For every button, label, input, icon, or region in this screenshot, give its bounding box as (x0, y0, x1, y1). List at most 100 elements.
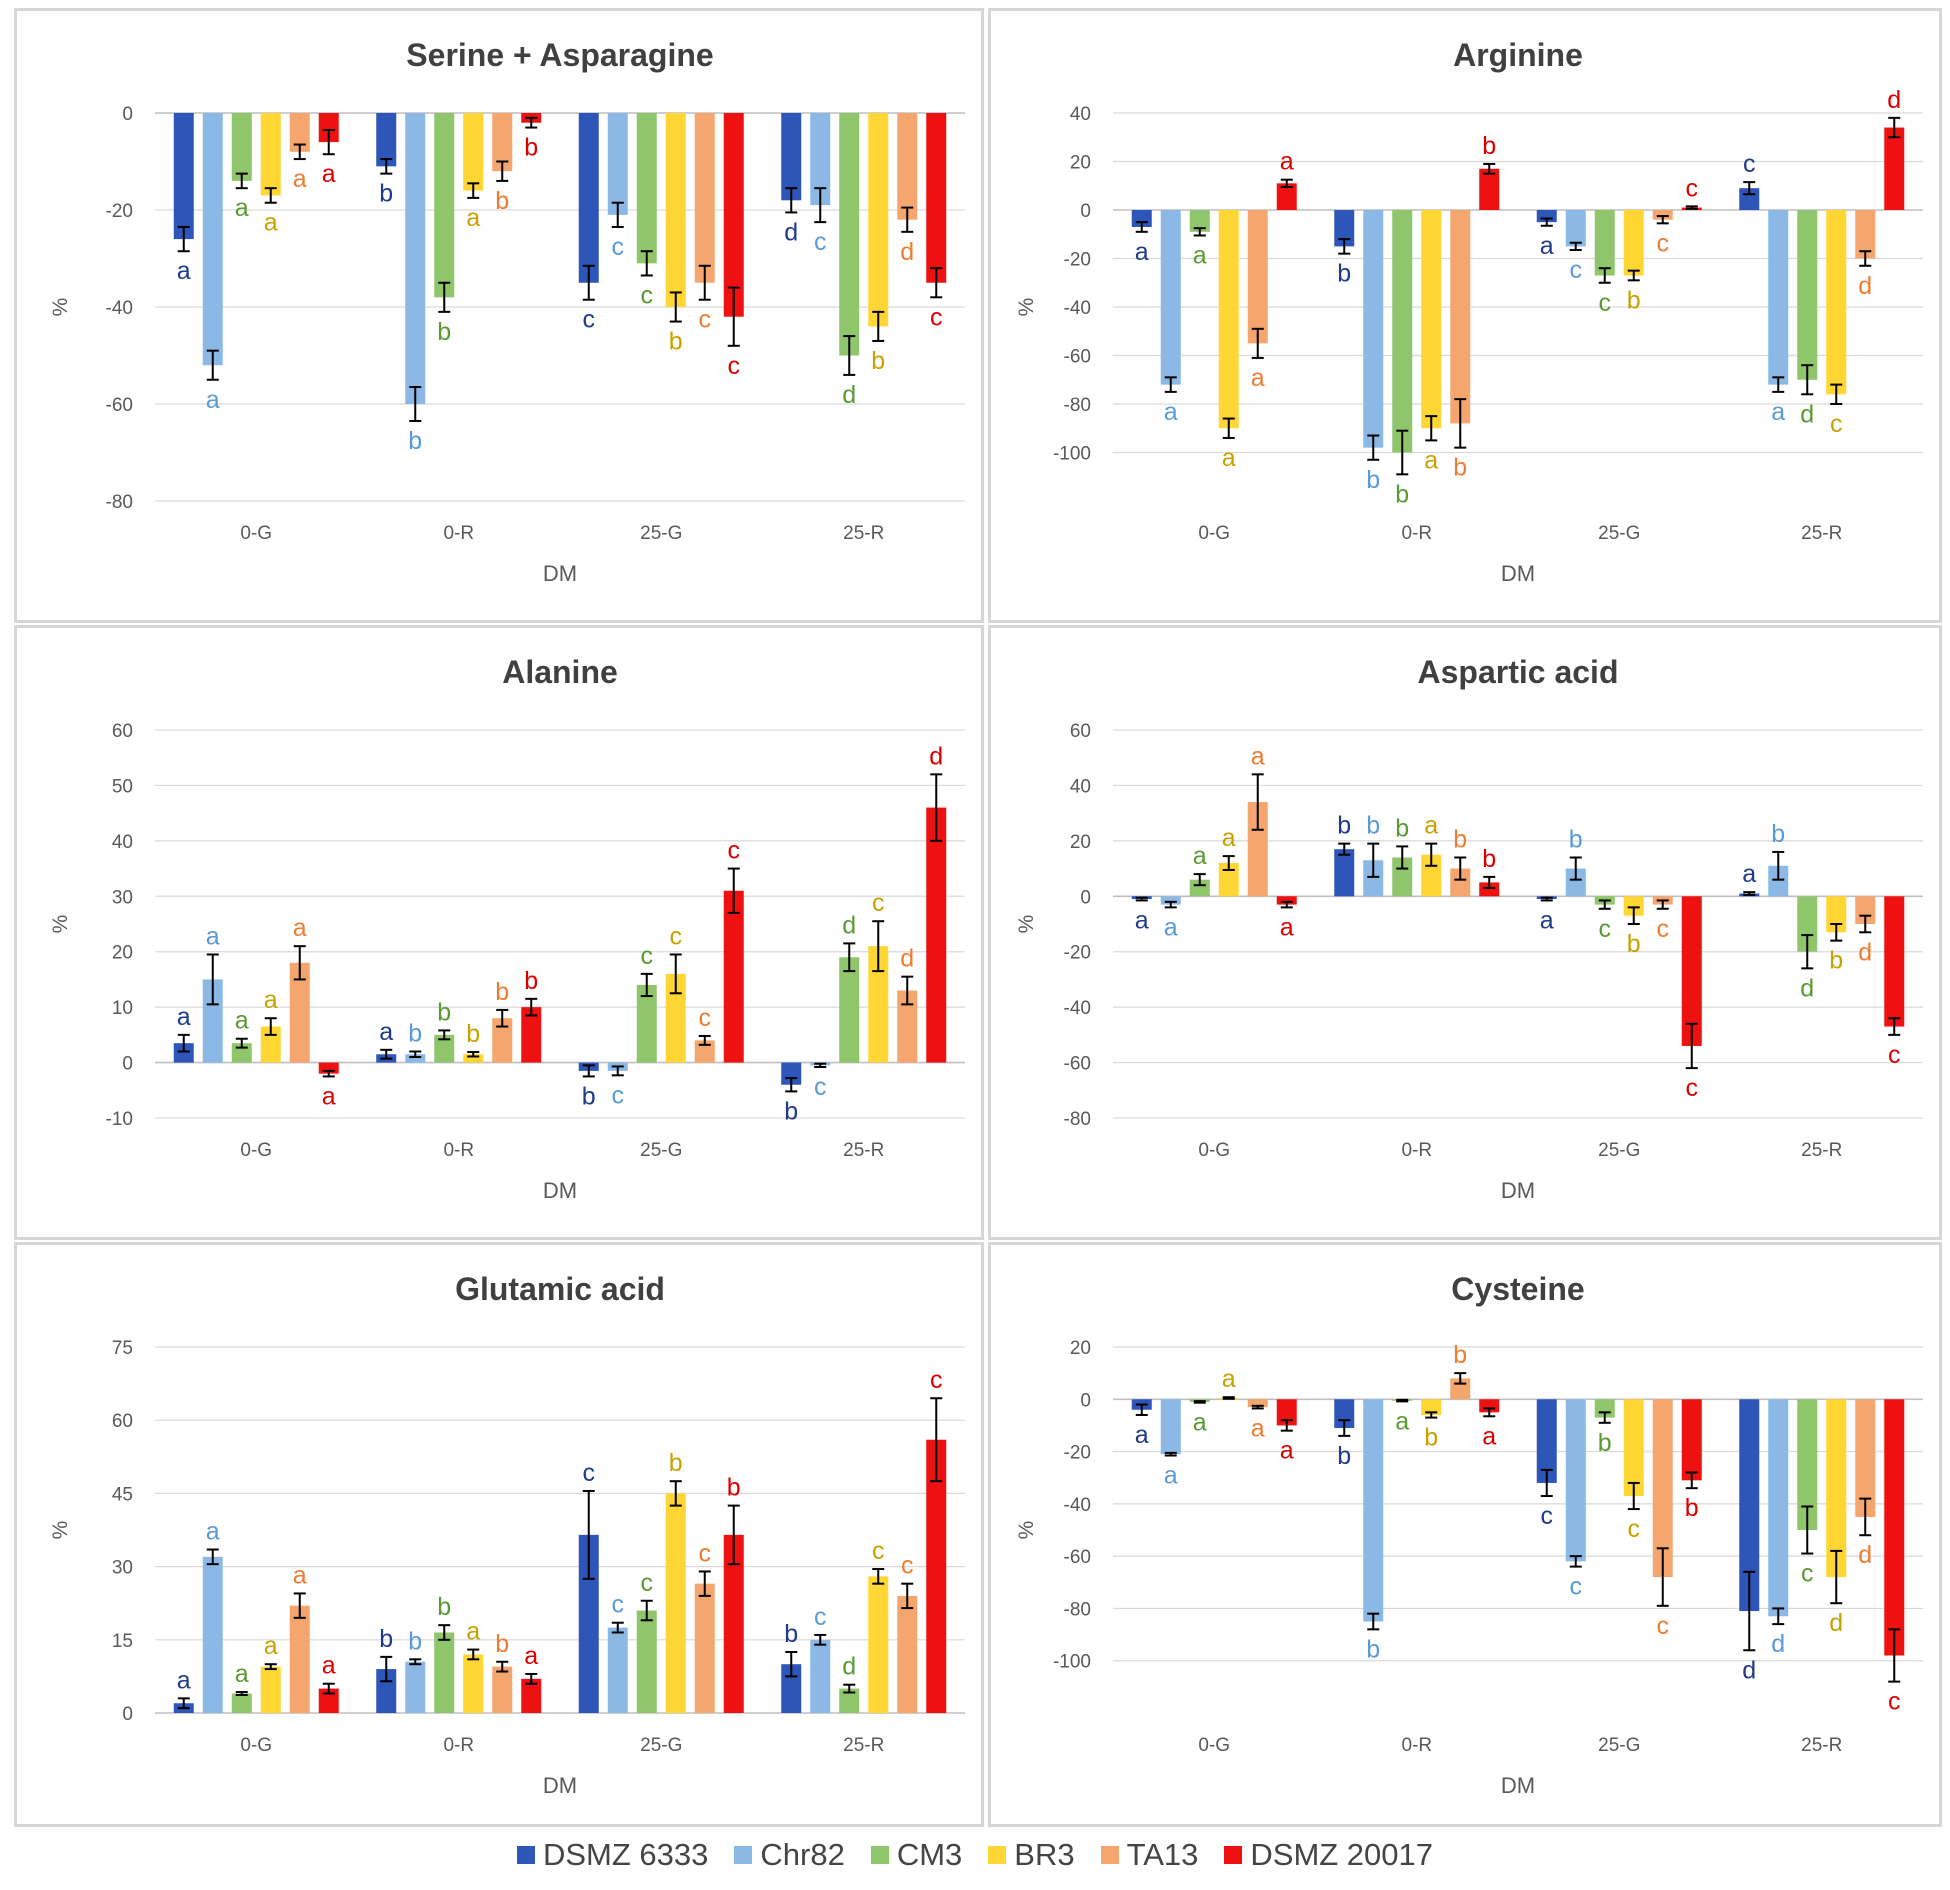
significance-letter: c (872, 889, 885, 917)
bar (723, 890, 744, 1063)
significance-letter: c (814, 228, 827, 256)
significance-letter: a (177, 1666, 191, 1694)
significance-letter: a (293, 914, 307, 942)
significance-letter: b (466, 1020, 480, 1048)
y-tick-label: 0 (1080, 887, 1091, 908)
x-axis-label: DM (543, 1773, 577, 1798)
significance-letter: a (235, 194, 249, 222)
y-tick-label: -40 (1064, 1495, 1091, 1516)
significance-letter: d (900, 945, 914, 973)
panel-cysteine: Cysteine 20 0 -20 -40 -60 -80 -100% 0-G a a a a a a 0-R… (988, 1242, 1942, 1827)
bar (318, 1688, 339, 1713)
chart-title: Arginine (1453, 37, 1583, 73)
bar (1160, 1399, 1181, 1455)
bar (810, 113, 831, 206)
bar (607, 113, 628, 215)
significance-letter: a (1280, 913, 1294, 941)
significance-letter: a (235, 1660, 249, 1688)
significance-letter: b (379, 180, 393, 208)
x-tick-label: 25-R (1801, 1735, 1842, 1756)
bar (492, 1666, 513, 1713)
bar (1652, 210, 1673, 220)
significance-letter: d (842, 911, 856, 939)
y-tick-label: 40 (1070, 104, 1091, 125)
chart-serine-asparagine: Serine + Asparagine0-20-40-60-80%0-Gaaaa… (49, 37, 965, 586)
bar (260, 1666, 281, 1713)
significance-letter: a (1135, 1421, 1149, 1449)
bar (173, 1043, 194, 1063)
significance-letter: a (1280, 148, 1294, 176)
significance-letter: b (727, 1474, 741, 1502)
y-tick-label: 40 (112, 832, 133, 853)
significance-letter: b (1366, 1635, 1380, 1663)
legend-item: DSMZ 6333 (516, 1837, 708, 1873)
bar (1855, 896, 1876, 924)
bar (781, 113, 802, 201)
y-axis-label: % (49, 1521, 72, 1540)
bar (897, 990, 918, 1063)
bar (1884, 1399, 1905, 1656)
significance-letter: a (1193, 842, 1207, 870)
significance-letter: a (1251, 364, 1265, 392)
x-tick-label: 0-R (443, 1140, 474, 1161)
y-tick-label: -20 (1064, 250, 1091, 271)
significance-letter: b (1453, 454, 1467, 482)
bar (781, 1062, 802, 1085)
significance-letter: c (612, 1591, 625, 1619)
y-tick-label: 60 (112, 1411, 133, 1432)
y-tick-label: -80 (1064, 1109, 1091, 1130)
significance-letter: c (728, 837, 741, 865)
y-tick-label: -80 (1064, 395, 1091, 416)
y-tick-label: 50 (112, 776, 133, 797)
bar (521, 1678, 542, 1713)
significance-letter: d (784, 218, 798, 246)
bar (1884, 896, 1905, 1027)
significance-letter: a (206, 1518, 220, 1546)
significance-letter: b (1453, 1341, 1467, 1369)
bar (1392, 210, 1413, 453)
y-tick-label: 20 (1070, 832, 1091, 853)
legend-item: Chr82 (734, 1837, 845, 1873)
significance-letter: b (524, 134, 538, 162)
significance-letter: b (495, 978, 509, 1006)
y-tick-label: -60 (1064, 1054, 1091, 1075)
significance-letter: c (1801, 1560, 1814, 1588)
significance-letter: b (1627, 286, 1641, 314)
significance-letter: a (206, 922, 220, 950)
significance-letter: d (1771, 1630, 1785, 1658)
significance-letter: b (408, 1019, 422, 1047)
significance-letter: a (466, 1618, 480, 1646)
bar (1363, 1399, 1384, 1622)
significance-letter: a (1540, 232, 1554, 260)
y-tick-label: 60 (112, 721, 133, 742)
bar (376, 113, 397, 167)
significance-letter: a (1164, 913, 1178, 941)
significance-letter: a (293, 1561, 307, 1589)
significance-letter: b (871, 347, 885, 375)
significance-letter: a (1395, 1407, 1409, 1435)
significance-letter: a (1251, 742, 1265, 770)
y-tick-label: -20 (106, 201, 133, 222)
bar (926, 1439, 947, 1713)
legend-item: BR3 (988, 1837, 1075, 1873)
chart-arginine: Arginine 40 20 0 -20 -40 -60 -80 -100% 0-G a a a a a a 0… (1015, 37, 1923, 586)
y-tick-label: -60 (1064, 1547, 1091, 1568)
bar (434, 1632, 455, 1713)
significance-letter: c (1686, 1074, 1699, 1102)
bar (463, 113, 484, 191)
bar (868, 946, 889, 1063)
significance-letter: b (1482, 132, 1496, 160)
significance-letter: a (264, 1632, 278, 1660)
significance-letter: c (814, 1073, 827, 1101)
x-tick-label: 25-R (843, 1735, 884, 1756)
bar (202, 979, 223, 1063)
significance-letter: a (177, 1003, 191, 1031)
significance-letter: a (1424, 446, 1438, 474)
bar (1450, 868, 1471, 897)
significance-letter: b (1395, 480, 1409, 508)
significance-letter: a (1742, 860, 1756, 888)
bar (1797, 896, 1818, 952)
bar (1276, 896, 1297, 905)
bar (1363, 210, 1384, 448)
bar (694, 1040, 715, 1063)
